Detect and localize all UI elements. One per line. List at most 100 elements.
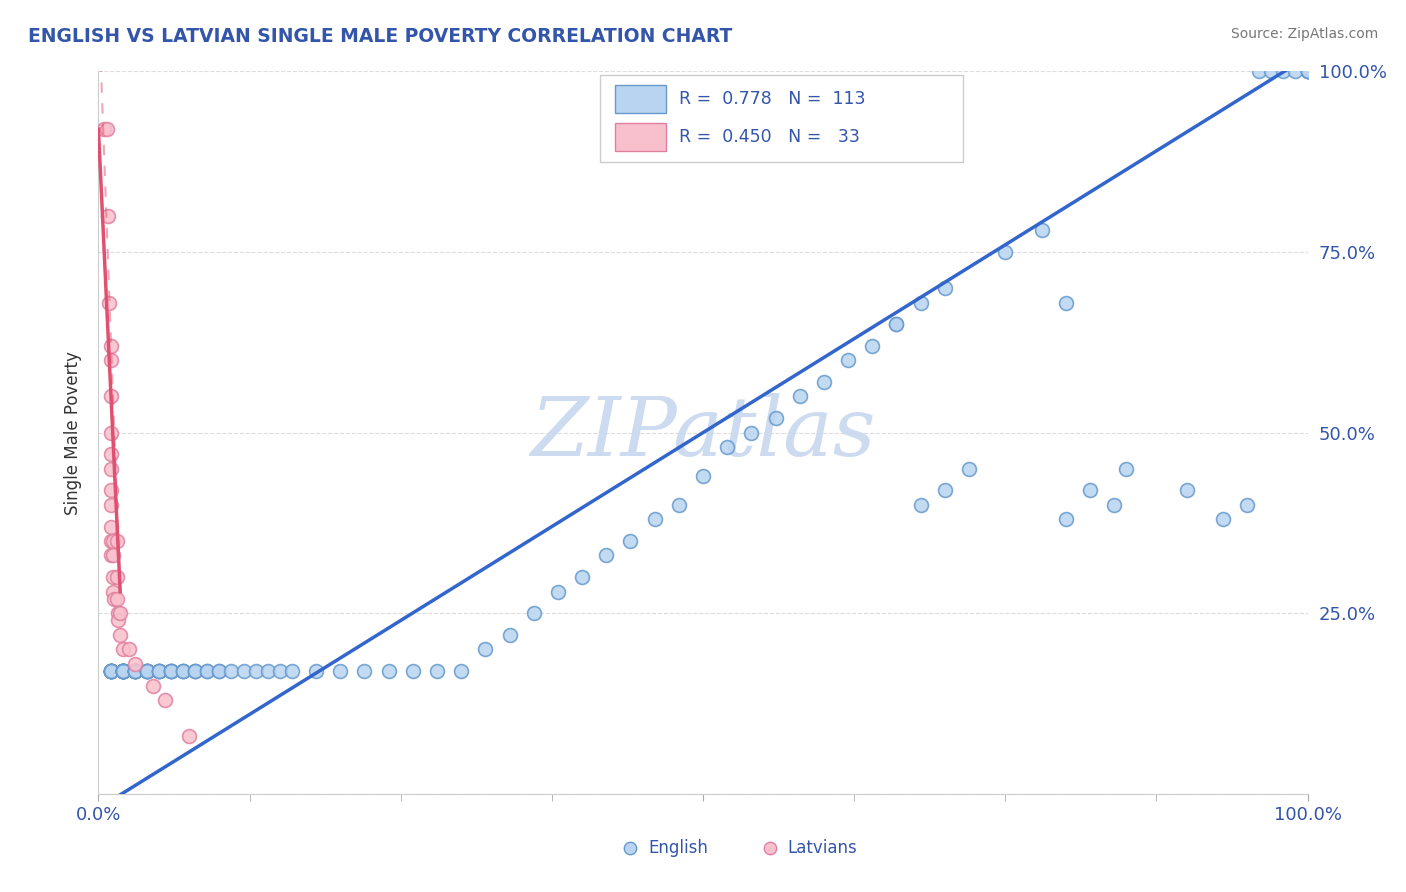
Point: [111, 664, 134, 678]
Point: [172, 664, 194, 678]
Point: [111, 664, 134, 678]
Point: [111, 664, 134, 678]
Point: [668, 498, 690, 512]
Point: [98, 295, 121, 310]
Y-axis label: Single Male Poverty: Single Male Poverty: [65, 351, 83, 515]
Point: [101, 570, 124, 584]
Point: [105, 591, 128, 606]
Point: [1296, 64, 1319, 78]
Point: [1296, 64, 1319, 78]
Point: [135, 664, 157, 678]
Point: [1296, 64, 1319, 78]
Point: [100, 353, 122, 368]
Point: [100, 425, 122, 440]
Point: [1031, 223, 1053, 237]
Point: [100, 447, 122, 461]
Point: [208, 664, 231, 678]
Point: [111, 664, 134, 678]
Text: R =  0.778   N =  113: R = 0.778 N = 113: [679, 90, 865, 108]
Point: [934, 281, 956, 295]
Point: [256, 664, 278, 678]
Point: [172, 664, 194, 678]
Point: [498, 628, 520, 642]
Point: [111, 664, 134, 678]
Point: [329, 664, 352, 678]
Point: [111, 664, 134, 678]
Point: [160, 664, 183, 678]
Point: [860, 339, 883, 353]
Text: Source: ZipAtlas.com: Source: ZipAtlas.com: [1230, 27, 1378, 41]
Point: [184, 664, 207, 678]
Point: [101, 549, 124, 563]
Point: [100, 549, 122, 563]
Point: [934, 483, 956, 498]
Point: [595, 549, 617, 563]
Point: [105, 570, 128, 584]
Point: [886, 318, 908, 332]
Point: [111, 664, 134, 678]
Point: [108, 607, 131, 621]
Point: [813, 375, 835, 389]
Point: [100, 664, 122, 678]
Point: [160, 664, 183, 678]
Point: [184, 664, 207, 678]
Point: [1212, 512, 1234, 526]
Point: [124, 664, 146, 678]
Point: [111, 664, 134, 678]
Point: [179, 729, 201, 743]
Point: [100, 533, 122, 548]
Point: [100, 664, 122, 678]
Point: [153, 693, 176, 707]
Point: [111, 664, 134, 678]
Point: [100, 483, 122, 498]
Point: [124, 657, 146, 671]
Point: [93, 122, 115, 136]
Point: [100, 339, 122, 353]
Point: [160, 664, 183, 678]
Point: [111, 664, 134, 678]
Point: [101, 533, 124, 548]
Text: English: English: [648, 839, 709, 857]
Point: [474, 642, 496, 657]
Point: [1054, 295, 1077, 310]
Point: [1260, 64, 1282, 78]
Point: [619, 841, 641, 855]
Point: [758, 841, 780, 855]
Point: [100, 664, 122, 678]
Point: [740, 425, 762, 440]
Point: [124, 664, 146, 678]
Point: [195, 664, 218, 678]
Point: [100, 664, 122, 678]
Point: [910, 295, 932, 310]
Point: [96, 122, 118, 136]
Point: [111, 664, 134, 678]
Point: [886, 318, 908, 332]
Point: [1175, 483, 1198, 498]
Point: [1054, 512, 1077, 526]
Point: [148, 664, 170, 678]
Point: [1296, 64, 1319, 78]
Point: [124, 664, 146, 678]
Point: [100, 664, 122, 678]
Point: [100, 664, 122, 678]
Point: [195, 664, 218, 678]
Point: [100, 498, 122, 512]
Point: [305, 664, 328, 678]
FancyBboxPatch shape: [600, 75, 963, 161]
Point: [118, 642, 141, 657]
Point: [232, 664, 254, 678]
Point: [1249, 64, 1271, 78]
Point: [619, 533, 641, 548]
Point: [135, 664, 157, 678]
Point: [100, 519, 122, 533]
Point: [208, 664, 231, 678]
Point: [148, 664, 170, 678]
Point: [245, 664, 267, 678]
Point: [108, 628, 131, 642]
Point: [1284, 64, 1306, 78]
Point: [644, 512, 666, 526]
Point: [101, 584, 124, 599]
Point: [135, 664, 157, 678]
Point: [124, 664, 146, 678]
Text: Latvians: Latvians: [787, 839, 858, 857]
